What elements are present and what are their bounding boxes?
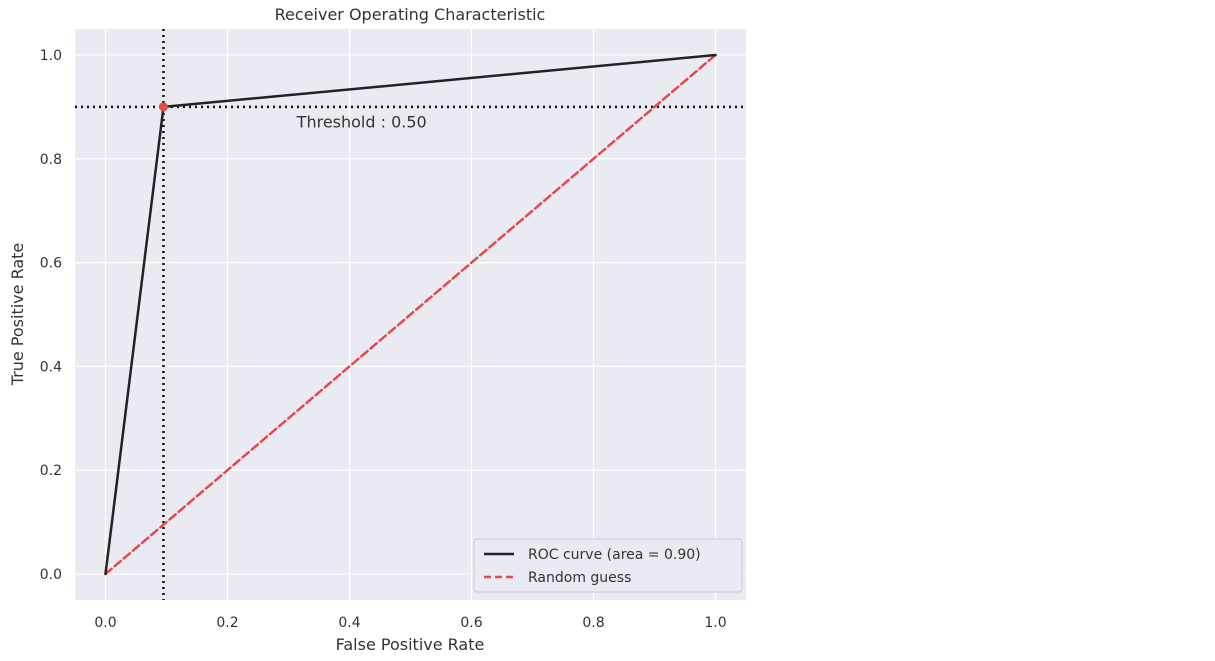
y-tick-label: 0.4: [40, 359, 62, 375]
legend-box: [473, 538, 743, 593]
x-tick-label: 1.0: [704, 615, 726, 631]
x-axis-label: False Positive Rate: [336, 635, 485, 654]
threshold-point: [158, 102, 168, 112]
grid-lines: [75, 29, 746, 600]
y-tick-label: 1.0: [40, 48, 62, 64]
legend-roc-label: ROC curve (area = 0.90): [528, 547, 701, 563]
y-tick-labels: 0.0 0.2 0.4 0.6 0.8 1.0: [40, 48, 62, 583]
legend-random-label: Random guess: [528, 570, 631, 586]
y-tick-label: 0.2: [40, 463, 62, 479]
x-tick-label: 0.4: [338, 615, 360, 631]
y-axis-label: True Positive Rate: [8, 243, 27, 387]
y-tick-label: 0.0: [40, 567, 62, 583]
random-guess-line: [104, 53, 717, 576]
y-tick-label: 0.6: [40, 256, 62, 272]
chart-title: Receiver Operating Characteristic: [275, 5, 546, 24]
y-tick-label: 0.8: [40, 152, 62, 168]
x-tick-labels: 0.0 0.2 0.4 0.6 0.8 1.0: [94, 615, 726, 631]
x-tick-label: 0.6: [460, 615, 482, 631]
legend: ROC curve (area = 0.90) Random guess: [473, 538, 743, 593]
threshold-annotation: Threshold : 0.50: [296, 113, 427, 132]
x-tick-label: 0.0: [94, 615, 116, 631]
x-tick-label: 0.8: [582, 615, 604, 631]
threshold-reference-lines: [75, 29, 746, 600]
x-tick-label: 0.2: [216, 615, 238, 631]
threshold-point-layer: [158, 102, 168, 112]
